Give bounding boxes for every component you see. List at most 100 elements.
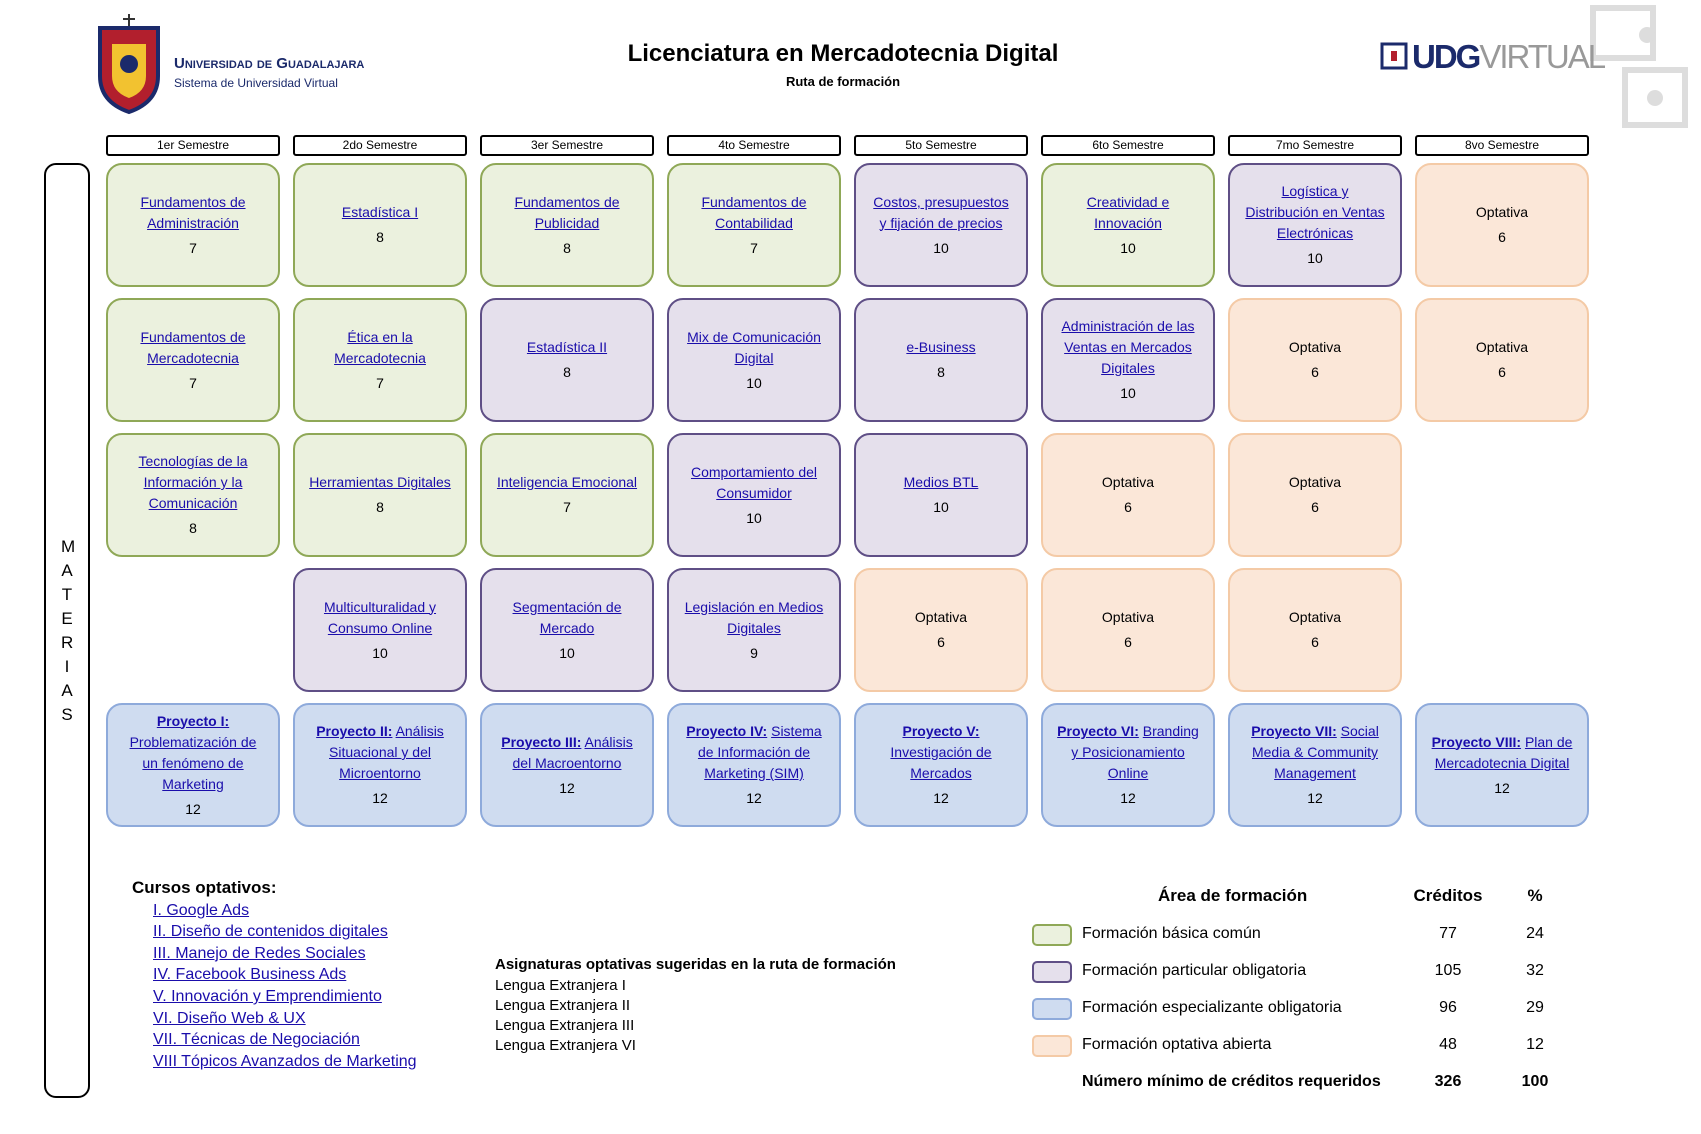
course-name: Fundamentos de Mercadotecnia <box>122 327 264 369</box>
legend-label: Formación especializante obligatoria <box>1082 999 1342 1016</box>
course-card: Fundamentos de Publicidad 8 <box>480 163 654 287</box>
course-credits: 8 <box>937 364 945 380</box>
course-link[interactable]: Proyecto VIII: <box>1431 733 1522 750</box>
course-link[interactable]: Estadística II <box>526 339 608 355</box>
course-name: Estadística II <box>527 337 607 358</box>
course-link[interactable]: Costos, presupuestos y fijación de preci… <box>873 193 1009 231</box>
course-name: Proyecto V: Investigación de Mercados <box>870 721 1012 784</box>
course-link[interactable]: Herramientas Digitales <box>309 474 451 490</box>
course-name: Proyecto III: Análisis del Macroentorno <box>496 732 638 774</box>
optional-courses-title: Cursos optativos: <box>132 878 277 897</box>
course-card: Mix de Comunicación Digital 10 <box>667 298 841 422</box>
semester-header: 2do Semestre <box>293 135 467 156</box>
course-name: Proyecto IV: Sistema de Información de M… <box>683 721 825 784</box>
course-detail[interactable]: Sistema de Información de Marketing (SIM… <box>697 723 822 781</box>
course-link[interactable]: Multiculturalidad y Consumo Online <box>323 598 437 636</box>
course-name: Optativa <box>1288 609 1342 625</box>
course-card: Optativa 6 <box>1041 433 1215 557</box>
course-card: Proyecto VI: Branding y Posicionamiento … <box>1041 703 1215 827</box>
course-detail[interactable]: Problematización de un fenómeno de Marke… <box>129 733 257 792</box>
suggested-course: Lengua Extranjera III <box>495 1016 635 1034</box>
course-card: Optativa 6 <box>1228 568 1402 692</box>
course-credits: 9 <box>750 644 758 661</box>
optional-course[interactable]: II. Diseño de contenidos digitales <box>153 923 388 941</box>
course-detail[interactable]: Análisis Situacional y del Microentorno <box>329 723 444 781</box>
course-credits: 12 <box>1494 779 1510 796</box>
course-link[interactable]: Logística y Distribución en Ventas Elect… <box>1245 183 1385 241</box>
system-name: Sistema de Universidad Virtual <box>174 76 338 90</box>
course-link[interactable]: Proyecto II: <box>316 723 393 739</box>
course-link[interactable]: Estadística I <box>341 204 419 220</box>
course-name: Costos, presupuestos y fijación de preci… <box>870 192 1012 234</box>
course-link[interactable]: Proyecto I: <box>156 712 230 729</box>
optional-course[interactable]: VI. Diseño Web & UX <box>153 1009 306 1027</box>
course-link[interactable]: Segmentación de Mercado <box>512 598 622 636</box>
course-credits: 6 <box>1498 229 1506 245</box>
course-name: Comportamiento del Consumidor <box>683 462 825 504</box>
course-link[interactable]: Fundamentos de Contabilidad <box>701 193 807 231</box>
legend-credits: 96 <box>1439 999 1457 1016</box>
course-link[interactable]: Mix de Comunicación Digital <box>687 328 821 366</box>
course-link[interactable]: Proyecto IV: <box>686 723 768 739</box>
course-card: Proyecto V: Investigación de Mercados 12 <box>854 703 1028 827</box>
course-credits: 6 <box>1498 364 1506 380</box>
course-credits: 10 <box>1120 239 1136 256</box>
course-credits: 10 <box>933 499 949 515</box>
course-card: Proyecto VII: Social Media & Community M… <box>1228 703 1402 827</box>
course-link[interactable]: Fundamentos de Mercadotecnia <box>140 328 246 366</box>
course-credits: 7 <box>563 499 571 515</box>
course-link[interactable]: Creatividad e Innovación <box>1086 193 1170 231</box>
legend-credits: 105 <box>1434 962 1462 979</box>
course-name: e-Business <box>906 337 975 358</box>
course-link[interactable]: Administración de las Ventas en Mercados… <box>1061 318 1195 376</box>
udg-virtual-logo: UDGVIRTUAL <box>1412 38 1606 76</box>
course-card: Optativa 6 <box>854 568 1028 692</box>
optional-course[interactable]: I. Google Ads <box>153 901 250 919</box>
course-detail[interactable]: Plan de Mercadotecnia Digital <box>1434 733 1573 771</box>
course-detail[interactable]: Análisis del Macroentorno <box>512 733 633 771</box>
course-link[interactable]: Inteligencia Emocional <box>496 474 638 490</box>
course-card: Costos, presupuestos y fijación de preci… <box>854 163 1028 287</box>
optional-course[interactable]: VII. Técnicas de Negociación <box>153 1031 360 1049</box>
course-link[interactable]: Tecnologías de la Información y la Comun… <box>138 453 248 511</box>
optional-course[interactable]: VIII Tópicos Avanzados de Marketing <box>153 1052 417 1070</box>
semester-header: 3er Semestre <box>480 135 654 156</box>
optional-course[interactable]: V. Innovación y Emprendimiento <box>153 987 382 1005</box>
course-link[interactable]: Proyecto V: <box>902 723 980 739</box>
legend-label: Formación básica común <box>1082 925 1261 942</box>
course-card: Inteligencia Emocional 7 <box>480 433 654 557</box>
udg-logo-icon <box>1380 42 1408 70</box>
course-card: Optativa 6 <box>1041 568 1215 692</box>
course-link[interactable]: Medios BTL <box>903 474 979 490</box>
semester-header: 8vo Semestre <box>1415 135 1589 156</box>
university-name: Universidad de Guadalajara <box>174 55 365 72</box>
course-credits: 12 <box>1307 790 1323 806</box>
course-detail[interactable]: Social Media & Community Management <box>1251 723 1379 781</box>
university-crest <box>98 14 160 115</box>
course-link[interactable]: Comportamiento del Consumidor <box>690 463 818 501</box>
course-link[interactable]: Proyecto VII: <box>1251 723 1337 739</box>
optional-course[interactable]: III. Manejo de Redes Sociales <box>153 944 366 962</box>
course-credits: 10 <box>746 374 762 391</box>
course-detail[interactable]: Investigación de Mercados <box>890 744 992 781</box>
course-card: Creatividad e Innovación 10 <box>1041 163 1215 287</box>
legend-swatch <box>1032 998 1072 1020</box>
course-link[interactable]: e-Business <box>906 339 976 355</box>
course-card: Proyecto II: Análisis Situacional y del … <box>293 703 467 827</box>
course-card: Medios BTL 10 <box>854 433 1028 557</box>
course-detail[interactable]: Branding y Posicionamiento Online <box>1071 723 1199 781</box>
total-label: Número mínimo de créditos requeridos <box>1082 1073 1381 1090</box>
course-name: Proyecto VIII: Plan de Mercadotecnia Dig… <box>1431 732 1573 774</box>
course-link[interactable]: Proyecto III: <box>501 733 582 750</box>
optional-course[interactable]: IV. Facebook Business Ads <box>153 966 347 984</box>
course-link[interactable]: Fundamentos de Publicidad <box>514 193 620 231</box>
course-link[interactable]: Legislación en Medios Digitales <box>684 598 824 636</box>
course-link[interactable]: Ética en la Mercadotecnia <box>334 328 426 366</box>
course-link[interactable]: Proyecto VI: <box>1057 723 1139 739</box>
course-name: Ética en la Mercadotecnia <box>309 327 451 369</box>
legend-header-area: Área de formación <box>1158 886 1308 905</box>
course-name: Legislación en Medios Digitales <box>683 597 825 639</box>
legend-percent: 24 <box>1526 925 1544 942</box>
course-link[interactable]: Fundamentos de Administración <box>140 193 246 231</box>
course-credits: 8 <box>189 520 197 536</box>
